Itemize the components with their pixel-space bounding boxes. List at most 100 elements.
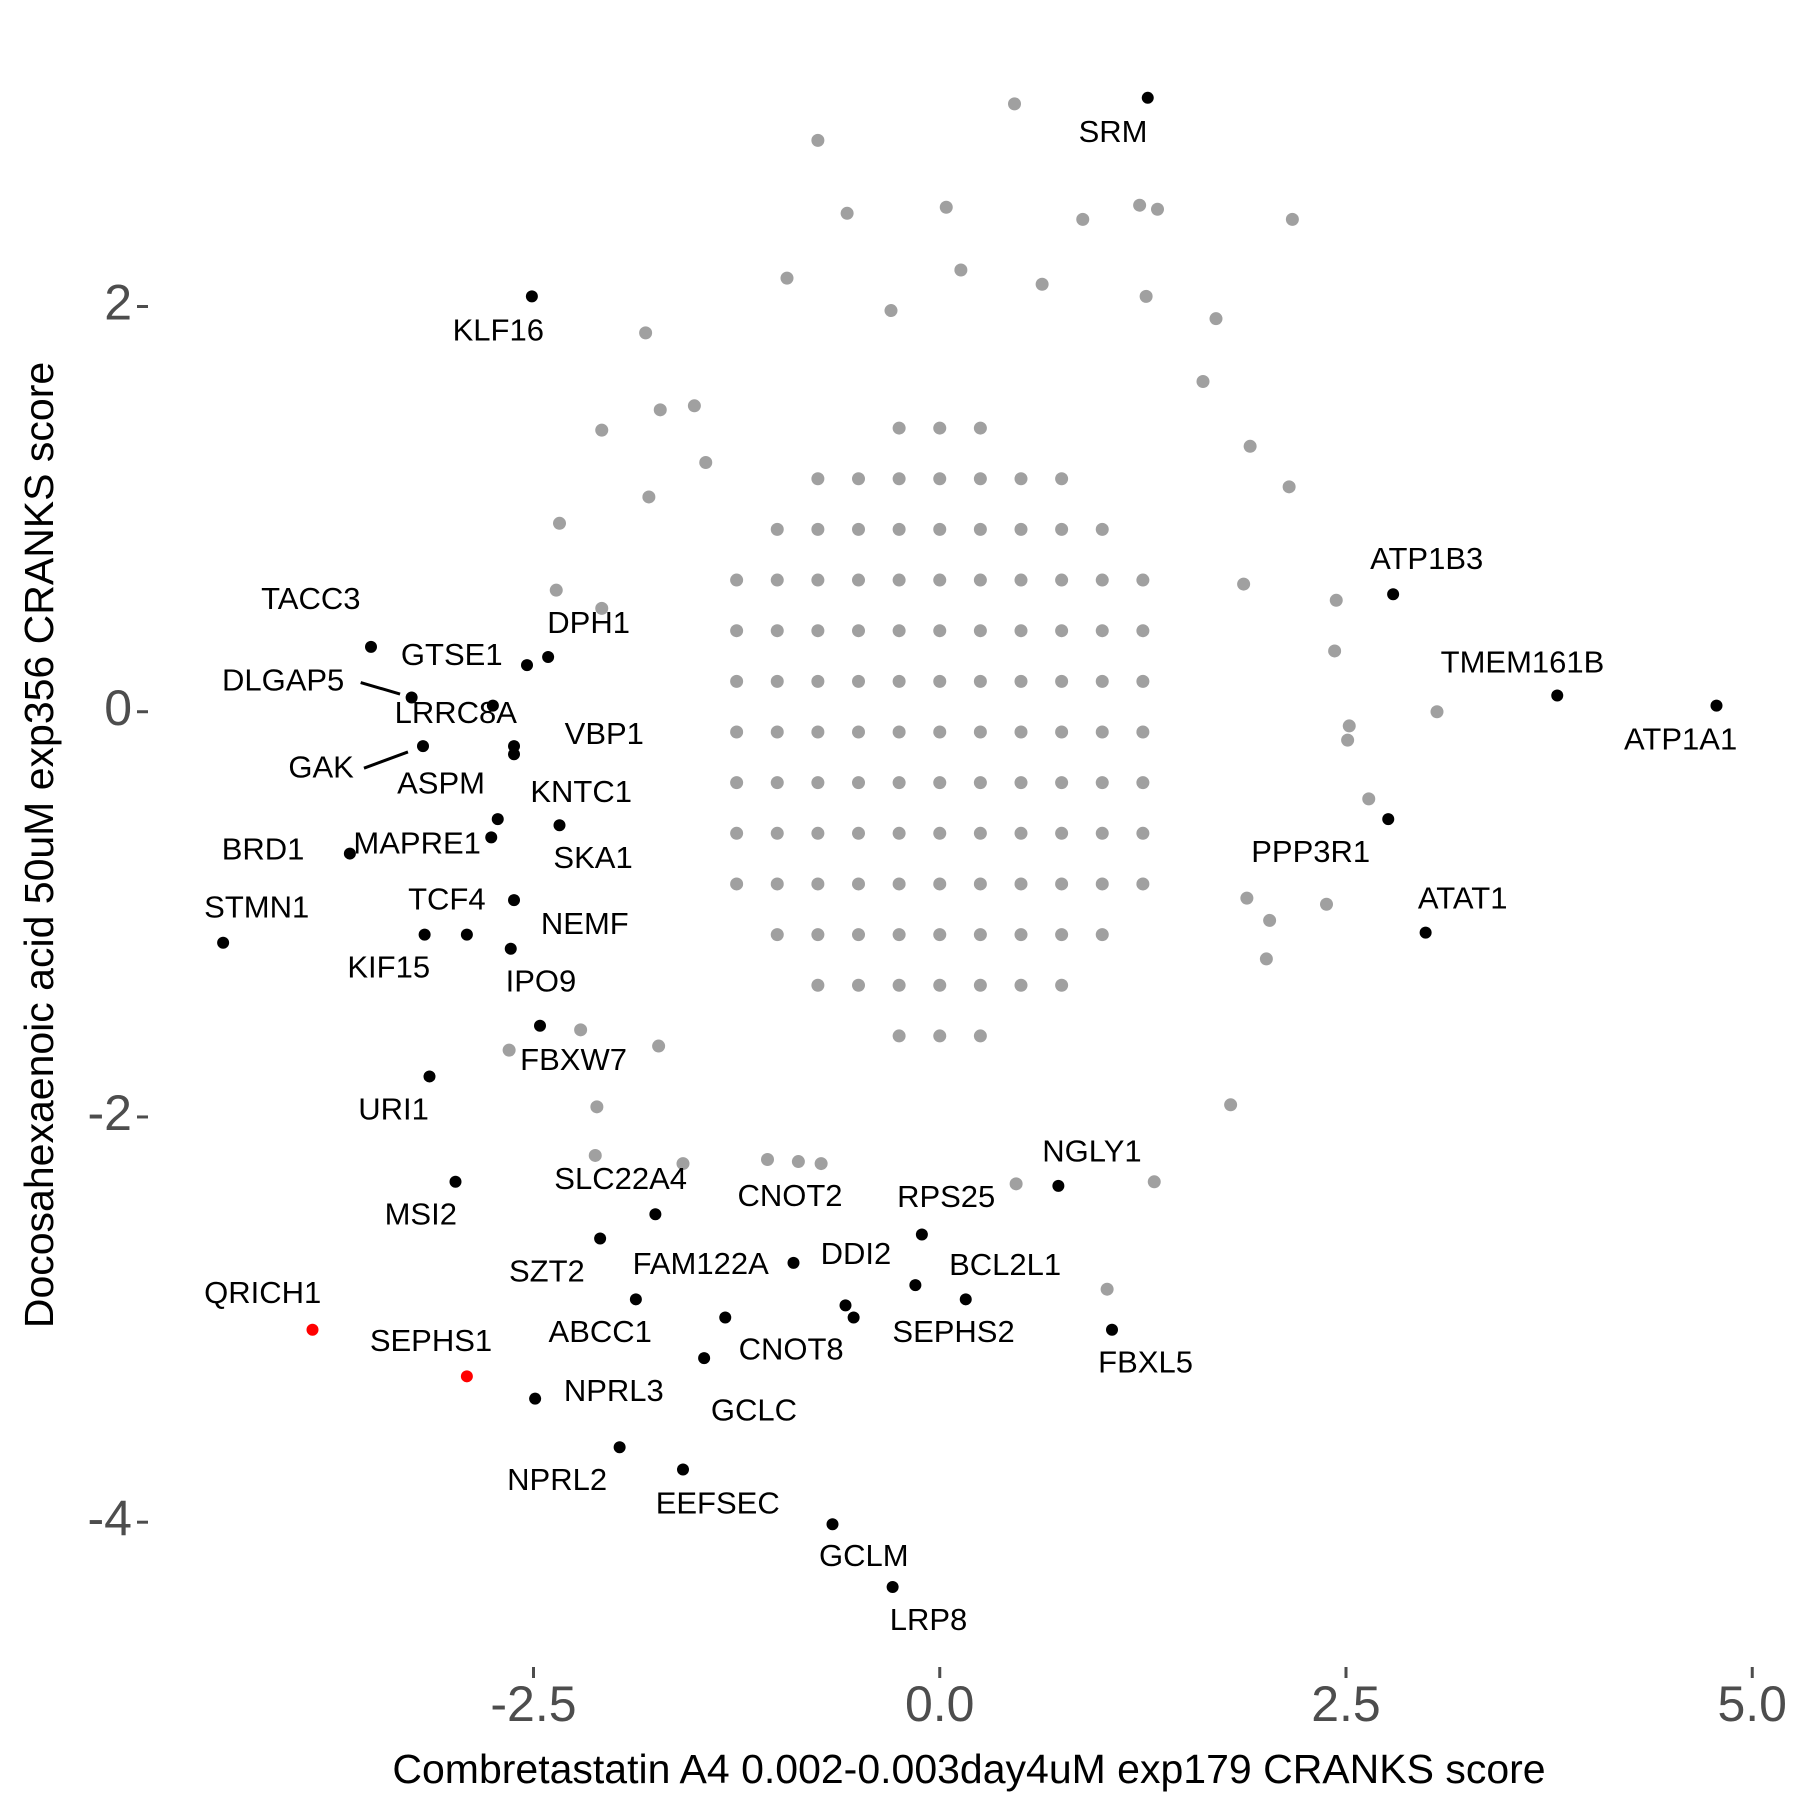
point [1136,624,1150,638]
point [1052,1179,1065,1192]
point [460,1370,473,1383]
point [1259,952,1273,966]
point [525,290,538,303]
point [892,776,906,790]
point [613,1441,626,1454]
point [811,826,825,840]
point [973,1029,987,1043]
point [405,691,418,704]
point [787,1256,800,1269]
y-tick-label: -4 [88,1490,132,1546]
point-label: BRD1 [222,831,305,866]
point-label: LRP8 [890,1602,968,1637]
point [1095,877,1109,891]
point [687,399,701,413]
point [811,522,825,536]
point-label: TCF4 [408,882,486,917]
point-label: PPP3R1 [1251,834,1370,869]
point [761,1153,774,1167]
point-label: SRM [1079,114,1148,149]
point [1055,573,1069,587]
point-label: ASPM [397,766,485,801]
point [811,928,825,942]
point [973,877,987,891]
point [852,776,865,790]
point-label: GCLM [819,1538,909,1573]
point [1014,826,1028,840]
point [770,826,784,840]
point [1035,277,1049,291]
point [933,624,947,638]
point [1329,593,1343,607]
point [417,740,429,753]
point [306,1323,319,1336]
point [933,573,947,587]
point [1055,978,1069,992]
point [811,978,825,992]
point-label: NGLY1 [1042,1134,1141,1169]
x-tick-label: 0.0 [905,1676,975,1732]
point [973,522,987,536]
point [892,522,906,536]
point [852,877,865,891]
x-axis-title: Combretastatin A4 0.002-0.003day4uM exp1… [392,1746,1545,1792]
point [892,573,906,587]
point [973,978,987,992]
point [1151,202,1164,216]
point [486,699,499,712]
point [770,928,784,942]
point [1055,522,1069,536]
point [699,456,713,470]
point [811,725,825,739]
point [1095,573,1109,587]
point [730,573,744,587]
point [1710,699,1723,712]
point [1362,792,1376,806]
point [973,826,987,840]
point [852,522,865,536]
point [343,847,356,860]
point [1551,689,1564,702]
point [1136,877,1150,891]
point [529,1392,542,1405]
point [840,206,854,220]
point [814,1157,828,1171]
point [811,133,825,147]
y-axis-title: Docosahexaenoic acid 50uM exp356 CRANKS … [16,362,62,1328]
point [730,725,744,739]
point [652,1039,666,1053]
point [770,877,784,891]
point [1014,472,1028,486]
point [1055,928,1069,942]
point [1055,472,1069,486]
point [933,978,947,992]
point-label: NPRL3 [564,1373,664,1408]
point-label: FBXW7 [520,1042,627,1077]
point [973,624,987,638]
point [423,1070,436,1083]
point-label: BCL2L1 [949,1247,1061,1282]
point [418,928,431,941]
point [730,674,744,688]
point [811,472,825,486]
point [639,326,653,340]
point-label: FAM122A [633,1246,769,1281]
point [542,651,555,664]
point-label: KNTC1 [530,774,632,809]
point [730,776,744,790]
point [653,403,667,417]
point-label: ABCC1 [549,1314,652,1349]
point [770,522,784,536]
point [973,725,987,739]
point [933,522,947,536]
point [1139,289,1153,303]
point [521,659,533,672]
point-label: DPH1 [547,605,630,640]
y-tick-label: -2 [88,1085,132,1141]
point [811,624,825,638]
point [770,725,784,739]
point-label: GCLC [711,1393,797,1428]
point [892,624,906,638]
point [677,1463,689,1476]
point [1100,1282,1114,1296]
